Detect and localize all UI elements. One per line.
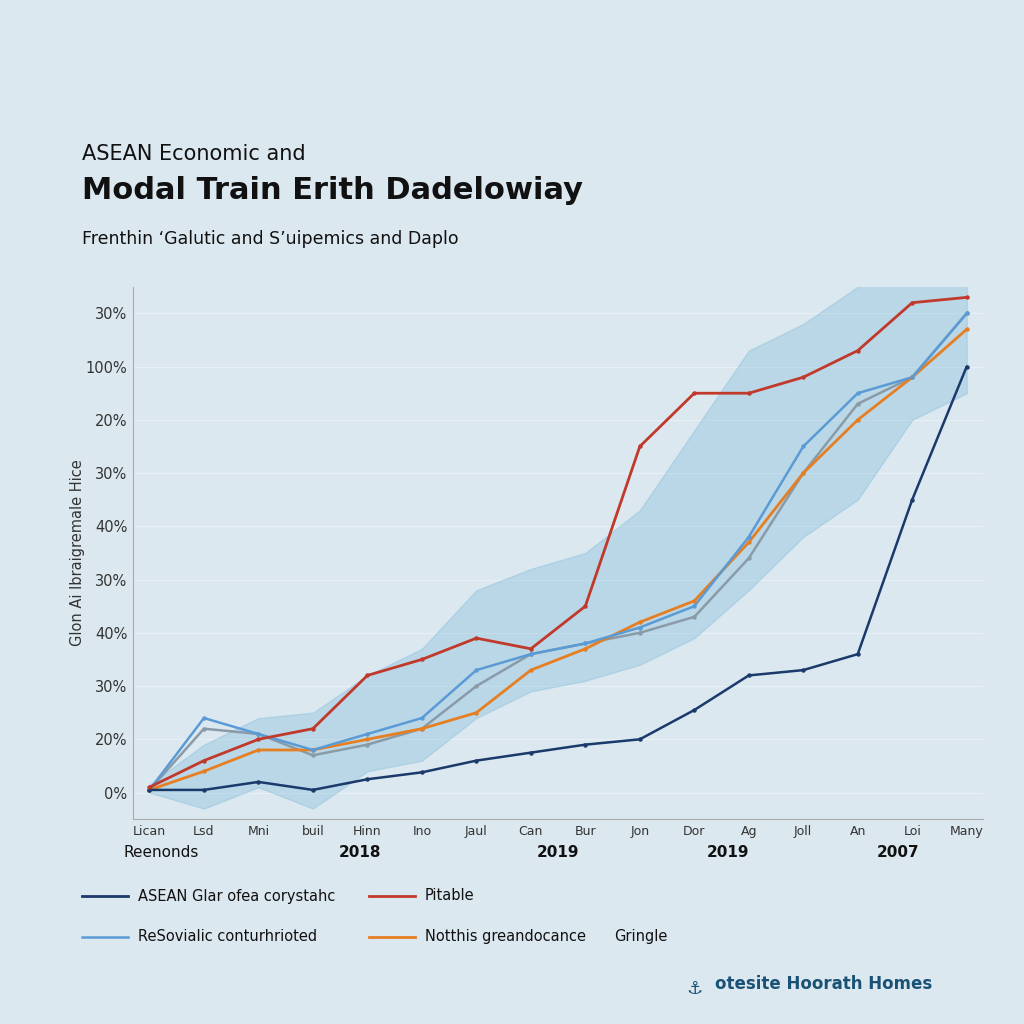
Y-axis label: Glon Ai lbraigremale Hice: Glon Ai lbraigremale Hice [70, 460, 85, 646]
Text: Pitable: Pitable [425, 889, 474, 903]
Text: 2007: 2007 [877, 845, 920, 860]
Text: Frenthin ‘Galutic and S’uipemics and Daplo: Frenthin ‘Galutic and S’uipemics and Dap… [82, 230, 459, 249]
Text: 2018: 2018 [339, 845, 381, 860]
Text: Modal Train Erith Dadelowiay: Modal Train Erith Dadelowiay [82, 176, 583, 205]
Text: 2019: 2019 [537, 845, 580, 860]
Text: Notthis greandocance: Notthis greandocance [425, 930, 586, 944]
Text: ReSovialic conturhrioted: ReSovialic conturhrioted [138, 930, 317, 944]
Text: 2019: 2019 [707, 845, 750, 860]
Text: otesite Hoorath Homes: otesite Hoorath Homes [715, 975, 932, 993]
Text: Reenonds: Reenonds [124, 845, 199, 860]
Text: ⚓: ⚓ [686, 980, 702, 998]
Text: ASEAN Economic and: ASEAN Economic and [82, 143, 305, 164]
Text: Gringle: Gringle [614, 930, 668, 944]
Text: ASEAN Glar ofea corystahc: ASEAN Glar ofea corystahc [138, 889, 336, 903]
